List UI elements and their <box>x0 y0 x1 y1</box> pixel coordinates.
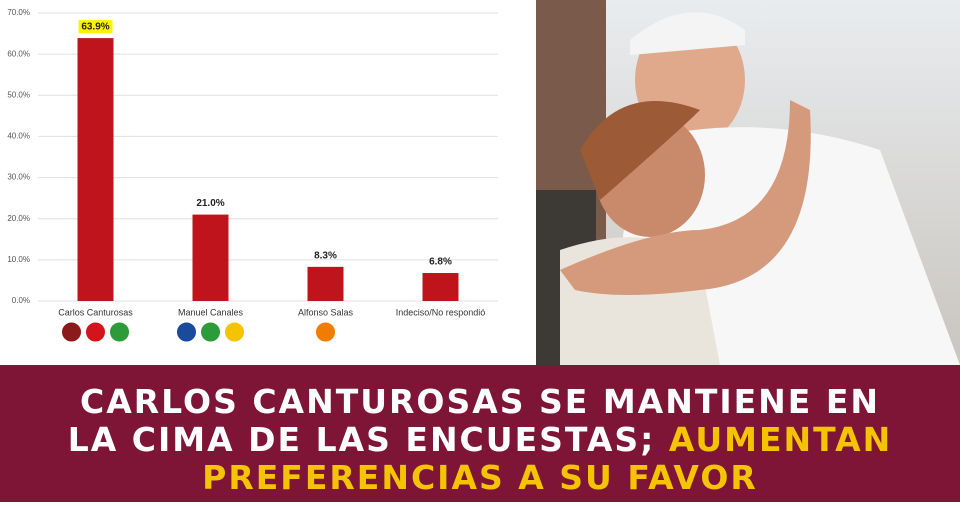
party-logo <box>315 321 336 343</box>
bar <box>422 273 459 301</box>
bar <box>307 266 344 301</box>
plot: 0.0% 10.0% 20.0% 30.0% 40.0% 50.0% 60.0% 70.0% C… <box>7 8 498 343</box>
photo-arm <box>560 100 811 295</box>
party-logo <box>176 321 197 343</box>
headline-segment: AUMENTAN <box>669 420 892 459</box>
value-label: 63.9% <box>81 22 109 33</box>
value-label: 21.0% <box>196 198 224 209</box>
headline-line: CARLOS CANTUROSAS SE MANTIENE EN <box>80 382 880 421</box>
headline-line: PREFERENCIAS A SU FAVOR <box>202 458 758 497</box>
x-tick-label: Manuel Canales <box>178 307 244 317</box>
bar <box>192 214 229 301</box>
party-logo <box>61 321 82 343</box>
value-label: 8.3% <box>314 250 337 261</box>
party-logo <box>224 321 245 343</box>
headline-segment: LA CIMA DE LAS ENCUESTAS; <box>68 420 669 459</box>
x-tick-label: Carlos Canturosas <box>58 307 133 317</box>
y-tick-label: 20.0% <box>7 214 30 223</box>
photo <box>536 0 960 365</box>
party-logo <box>200 321 221 343</box>
party-logo <box>85 321 106 343</box>
photo-hair <box>580 101 700 200</box>
headline-segment: PREFERENCIAS A SU FAVOR <box>202 458 758 497</box>
party-logo <box>109 321 130 343</box>
x-tick-label: Indeciso/No respondió <box>396 307 486 317</box>
headline-line: LA CIMA DE LAS ENCUESTAS; AUMENTAN <box>68 420 893 459</box>
y-tick-label: 40.0% <box>7 132 30 141</box>
value-label: 6.8% <box>429 257 452 268</box>
banner <box>0 365 960 502</box>
y-tick-label: 50.0% <box>7 90 30 99</box>
y-tick-label: 10.0% <box>7 255 30 264</box>
y-tick-label: 60.0% <box>7 49 30 58</box>
y-tick-label: 0.0% <box>12 296 30 305</box>
value-label-highlight <box>78 20 113 34</box>
headline-segment: CARLOS CANTUROSAS SE MANTIENE EN <box>80 382 880 421</box>
bar <box>77 38 114 302</box>
y-tick-label: 70.0% <box>7 8 30 17</box>
photo-cap <box>630 12 745 56</box>
y-tick-label: 30.0% <box>7 173 30 182</box>
x-tick-label: Alfonso Salas <box>298 307 354 317</box>
